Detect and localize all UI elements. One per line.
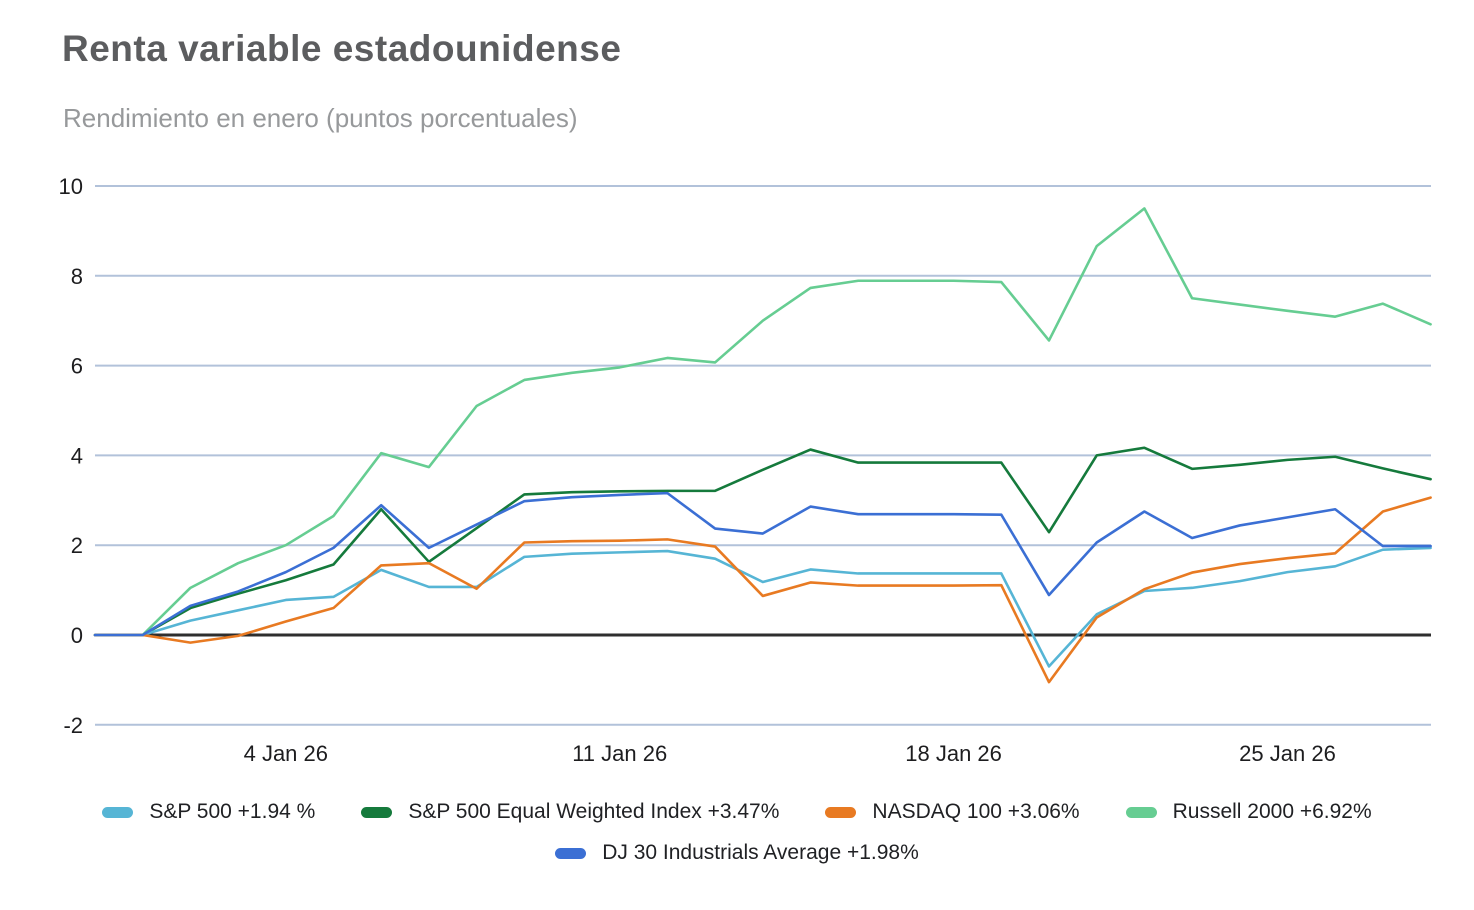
series-line-russell-2000 bbox=[93, 207, 1432, 637]
legend-label: Russell 2000 +6.92% bbox=[1172, 800, 1372, 823]
legend-label: S&P 500 Equal Weighted Index +3.47% bbox=[408, 800, 780, 823]
y-axis-tick-label: 8 bbox=[71, 264, 83, 289]
x-axis-tick-label: 18 Jan 26 bbox=[905, 741, 1002, 766]
chart-svg[interactable]: 10 8 6 4 2 0 -2 4 Jan 26 11 Jan 26 18 Jan 26 25 Ja… bbox=[0, 155, 1474, 780]
series-line-dj-30-industrials-average bbox=[93, 491, 1432, 637]
y-axis-tick-label: 6 bbox=[71, 354, 83, 379]
legend-label: NASDAQ 100 +3.06% bbox=[872, 800, 1080, 823]
chart-subtitle: Rendimiento en enero (puntos porcentuale… bbox=[63, 103, 578, 133]
legend-item-nasdaq-100[interactable]: NASDAQ 100 +3.06% bbox=[825, 800, 1080, 824]
chart-legend-row-1: S&P 500 +1.94 % S&P 500 Equal Weighted In… bbox=[0, 800, 1474, 824]
y-axis-tick-label: 0 bbox=[71, 623, 83, 648]
x-axis-tick-label: 11 Jan 26 bbox=[572, 741, 667, 766]
x-axis-tick-label: 4 Jan 26 bbox=[244, 741, 328, 766]
legend-item-s-p-500[interactable]: S&P 500 +1.94 % bbox=[102, 800, 315, 824]
legend-item-s-p-500-equal-weighted-index[interactable]: S&P 500 Equal Weighted Index +3.47% bbox=[361, 800, 779, 824]
legend-swatch bbox=[1125, 806, 1157, 818]
series-line-s-p-500 bbox=[93, 546, 1432, 668]
chart-title: Renta variable estadounidense bbox=[62, 28, 622, 69]
series-line-s-p-500-equal-weighted-index bbox=[93, 446, 1432, 637]
legend-swatch bbox=[825, 806, 857, 818]
series-line-nasdaq-100 bbox=[93, 496, 1432, 684]
y-axis-tick-label: 10 bbox=[59, 174, 83, 199]
legend-swatch bbox=[361, 806, 393, 818]
y-axis-tick-label: 4 bbox=[71, 443, 83, 468]
legend-label: S&P 500 +1.94 % bbox=[149, 800, 316, 823]
legend-item-dj-30-industrials-average[interactable]: DJ 30 Industrials Average +1.98% bbox=[555, 841, 919, 865]
legend-swatch bbox=[102, 806, 134, 818]
x-axis-tick-label: 25 Jan 26 bbox=[1239, 741, 1336, 766]
y-axis-tick-label: 2 bbox=[71, 533, 83, 558]
legend-swatch bbox=[555, 847, 587, 859]
chart-plot-area[interactable]: 10 8 6 4 2 0 -2 4 Jan 26 11 Jan 26 18 Jan 26 25 Ja… bbox=[0, 155, 1474, 780]
legend-item-russell-2000[interactable]: Russell 2000 +6.92% bbox=[1125, 800, 1372, 824]
chart-legend-row-2: DJ 30 Industrials Average +1.98% bbox=[0, 841, 1474, 865]
y-axis-tick-label: -2 bbox=[63, 713, 83, 738]
legend-label: DJ 30 Industrials Average +1.98% bbox=[602, 841, 919, 864]
